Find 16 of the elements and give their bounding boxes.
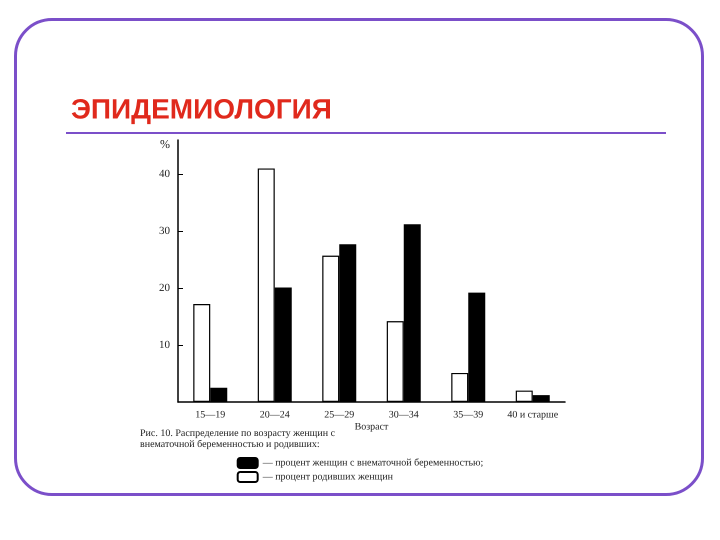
x-axis-title: Возраст xyxy=(354,422,390,432)
x-tick-label: 40 и старше xyxy=(507,410,559,420)
x-tick-label: 20—24 xyxy=(260,410,290,420)
x-tick-label: 30—34 xyxy=(388,410,419,420)
text: Рис. 10. Распределение по возрасту женщин с внематочной беременностью и родивших: xyxy=(140,428,338,450)
x-tick-label: 25—29 xyxy=(324,410,354,420)
y-tick-label: 40 xyxy=(159,168,170,180)
legend-label: — процент родивших женщин xyxy=(262,472,394,482)
legend-label: — процент женщин с внематочной беременностью; xyxy=(262,458,484,468)
y-axis-title: % xyxy=(160,137,170,151)
x-tick-label: 15—19 xyxy=(195,410,226,420)
x-tick-label: 35—39 xyxy=(453,410,484,420)
y-tick-label: 10 xyxy=(159,339,170,352)
chart-title: ЭПИДЕМИОЛОГИЯ xyxy=(71,94,332,124)
y-tick-label: 20 xyxy=(159,282,170,294)
y-tick-label: 30 xyxy=(159,225,170,238)
